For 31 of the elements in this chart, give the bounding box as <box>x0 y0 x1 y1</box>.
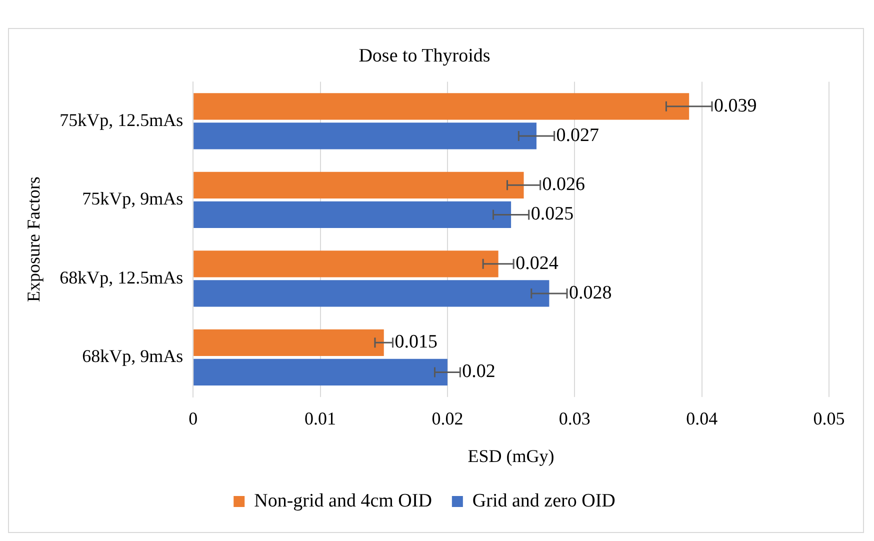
bar <box>194 172 524 198</box>
y-axis-title: Exposure Factors <box>24 176 44 302</box>
bar <box>194 358 448 386</box>
legend-label: Non-grid and 4cm OID <box>254 490 432 512</box>
x-tick-label: 0.03 <box>558 408 590 428</box>
bar <box>194 93 690 120</box>
legend-label: Grid and zero OID <box>472 490 616 512</box>
data-label: 0.027 <box>556 124 600 146</box>
chart-title: Dose to Thyroids <box>358 45 490 66</box>
bar <box>194 329 384 356</box>
data-label: 0.024 <box>516 252 559 274</box>
data-label: 0.026 <box>542 174 586 196</box>
bar <box>194 250 498 278</box>
data-label: 0.028 <box>569 282 612 304</box>
bar <box>194 280 550 307</box>
data-label: 0.039 <box>714 95 757 116</box>
y-tick-label: 68kVp, 12.5mAs <box>60 267 184 288</box>
bar <box>194 122 536 150</box>
x-tick-label: 0 <box>188 408 198 428</box>
bar <box>194 201 512 228</box>
data-label: 0.02 <box>462 361 496 382</box>
x-tick-label: 0.04 <box>686 408 718 428</box>
y-tick-label: 68kVp, 9mAs <box>82 346 184 366</box>
x-tick-label: 0.02 <box>432 408 464 428</box>
y-tick-label: 75kVp, 12.5mAs <box>60 110 184 130</box>
y-tick-label: 75kVp, 9mAs <box>82 188 184 209</box>
data-label: 0.025 <box>530 204 574 225</box>
x-tick-label: 0.05 <box>813 408 845 428</box>
x-tick-label: 0.01 <box>304 408 336 428</box>
x-axis-title: ESD (mGy) <box>468 446 554 466</box>
data-label: 0.015 <box>394 332 438 353</box>
